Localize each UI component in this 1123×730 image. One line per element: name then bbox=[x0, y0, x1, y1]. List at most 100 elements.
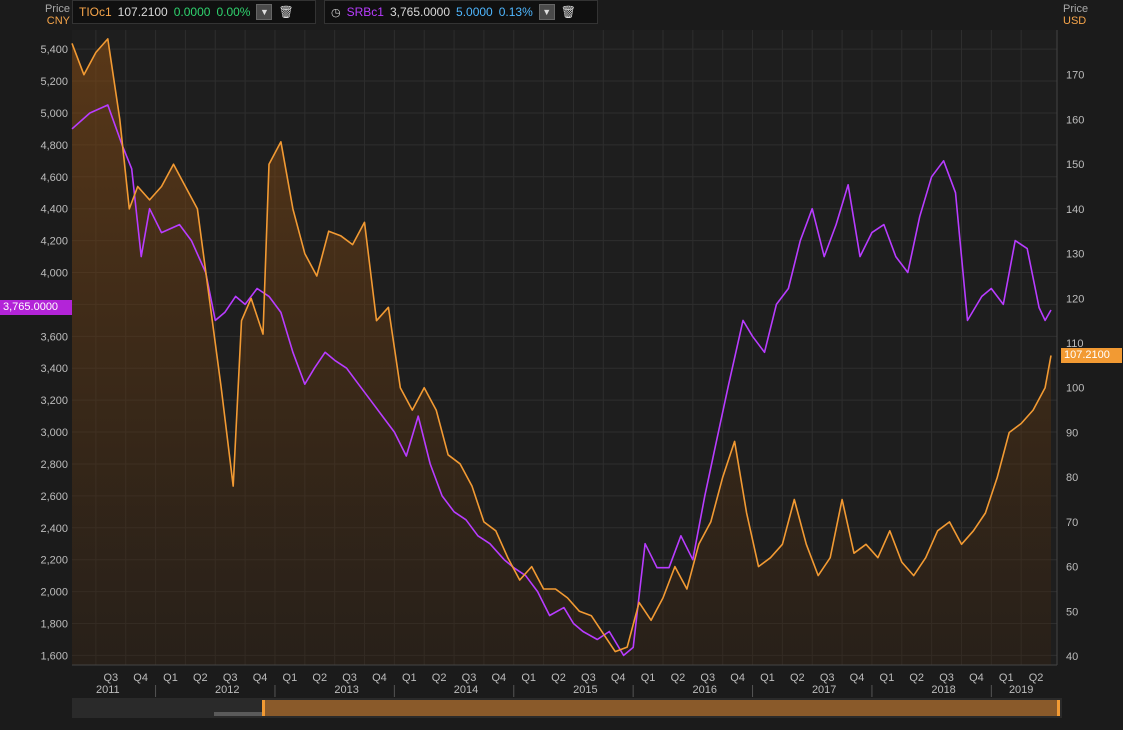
x-quarter-label: Q4 bbox=[372, 672, 387, 684]
x-quarter-label: Q4 bbox=[133, 672, 148, 684]
x-quarter-label: Q1 bbox=[760, 672, 775, 684]
x-quarter-label: Q4 bbox=[730, 672, 745, 684]
y-right-tick-label: 120 bbox=[1066, 293, 1084, 305]
legend-srb: ◷ SRBc1 3,765.0000 5.0000 0.13% ▼ 🗑 bbox=[324, 0, 598, 24]
x-quarter-label: Q2 bbox=[1029, 672, 1044, 684]
scrollbar-overview bbox=[214, 712, 262, 716]
x-year-label: 2017 bbox=[812, 684, 836, 696]
tio-last-price-tag: 107.2100 bbox=[1061, 348, 1122, 363]
x-quarter-label: Q1 bbox=[283, 672, 298, 684]
y-left-tick-label: 2,800 bbox=[40, 459, 68, 471]
y-left-tick-label: 4,400 bbox=[40, 204, 68, 216]
y-right-tick-label: 60 bbox=[1066, 562, 1078, 574]
y-left-tick-label: 2,000 bbox=[40, 587, 68, 599]
chevron-down-icon[interactable]: ▼ bbox=[256, 4, 273, 20]
legend-srb-pct: 0.13% bbox=[498, 5, 533, 19]
x-quarter-label: Q2 bbox=[193, 672, 208, 684]
x-quarter-label: Q2 bbox=[432, 672, 447, 684]
clock-icon[interactable]: ◷ bbox=[331, 6, 341, 19]
x-quarter-label: Q3 bbox=[820, 672, 835, 684]
legend-tio-change: 0.0000 bbox=[173, 5, 211, 19]
scrollbar-thumb[interactable] bbox=[262, 700, 1060, 716]
x-quarter-label: Q3 bbox=[700, 672, 715, 684]
y-left-tick-label: 3,400 bbox=[40, 363, 68, 375]
x-quarter-label: Q1 bbox=[521, 672, 536, 684]
x-quarter-label: Q2 bbox=[790, 672, 805, 684]
x-quarter-label: Q4 bbox=[969, 672, 984, 684]
y-left-tick-label: 2,600 bbox=[40, 491, 68, 503]
x-quarter-label: Q1 bbox=[641, 672, 656, 684]
series-area-tioc1 bbox=[72, 38, 1051, 665]
x-quarter-label: Q3 bbox=[462, 672, 477, 684]
x-quarter-label: Q1 bbox=[880, 672, 895, 684]
y-left-tick-label: 1,800 bbox=[40, 619, 68, 631]
x-year-label: 2015 bbox=[573, 684, 597, 696]
x-year-label: 2013 bbox=[334, 684, 358, 696]
y-right-tick-label: 110 bbox=[1066, 338, 1084, 350]
trash-icon[interactable]: 🗑 bbox=[278, 5, 294, 19]
right-axis-header: Price USD bbox=[1063, 3, 1088, 27]
y-right-tick-label: 140 bbox=[1066, 204, 1084, 216]
y-right-tick-label: 100 bbox=[1066, 383, 1084, 395]
y-left-tick-label: 2,400 bbox=[40, 523, 68, 535]
y-left-tick-label: 3,000 bbox=[40, 427, 68, 439]
legend-tio: TIOc1 107.2100 0.0000 0.00% ▼ 🗑 bbox=[72, 0, 316, 24]
time-scrollbar[interactable] bbox=[72, 698, 1062, 718]
y-left-tick-label: 5,000 bbox=[40, 108, 68, 120]
x-quarter-label: Q2 bbox=[909, 672, 924, 684]
y-left-tick-label: 5,400 bbox=[40, 44, 68, 56]
y-left-tick-label: 4,800 bbox=[40, 140, 68, 152]
series-line-srbc1 bbox=[71, 104, 1052, 657]
y-right-tick-label: 70 bbox=[1066, 517, 1078, 529]
legend-tio-price: 107.2100 bbox=[117, 5, 168, 19]
y-right-tick-label: 90 bbox=[1066, 427, 1078, 439]
x-year-label: 2014 bbox=[454, 684, 478, 696]
x-year-label: 2019 bbox=[1009, 684, 1033, 696]
y-left-tick-label: 3,200 bbox=[40, 395, 68, 407]
legend-srb-name[interactable]: SRBc1 bbox=[346, 5, 384, 19]
y-left-tick-label: 5,200 bbox=[40, 76, 68, 88]
left-axis-unit: CNY bbox=[46, 15, 70, 27]
x-quarter-label: Q3 bbox=[103, 672, 118, 684]
x-quarter-label: Q4 bbox=[611, 672, 626, 684]
legend-tio-name[interactable]: TIOc1 bbox=[79, 5, 112, 19]
x-year-label: 2012 bbox=[215, 684, 239, 696]
x-quarter-label: Q4 bbox=[850, 672, 865, 684]
right-axis-unit: USD bbox=[1063, 15, 1087, 27]
x-quarter-label: Q4 bbox=[253, 672, 268, 684]
x-year-label: 2018 bbox=[931, 684, 955, 696]
legend-tio-pct: 0.00% bbox=[216, 5, 251, 19]
y-left-tick-label: 4,000 bbox=[40, 268, 68, 280]
y-right-tick-label: 150 bbox=[1066, 159, 1084, 171]
legend-srb-price: 3,765.0000 bbox=[389, 5, 451, 19]
left-axis-title: Price bbox=[44, 3, 70, 15]
y-right-tick-label: 160 bbox=[1066, 114, 1084, 126]
right-axis-title: Price bbox=[1063, 3, 1089, 15]
y-left-tick-label: 2,200 bbox=[40, 555, 68, 567]
trash-icon[interactable]: 🗑 bbox=[560, 5, 576, 19]
y-left-tick-label: 3,600 bbox=[40, 331, 68, 343]
left-axis-header: Price CNY bbox=[42, 3, 70, 27]
y-right-tick-label: 50 bbox=[1066, 606, 1078, 618]
x-quarter-label: Q3 bbox=[342, 672, 357, 684]
y-right-tick-label: 40 bbox=[1066, 651, 1078, 663]
y-left-tick-label: 1,600 bbox=[40, 650, 68, 662]
x-quarter-label: Q3 bbox=[939, 672, 954, 684]
x-quarter-label: Q1 bbox=[163, 672, 178, 684]
y-right-tick-label: 170 bbox=[1066, 70, 1084, 82]
legend-srb-change: 5.0000 bbox=[456, 5, 493, 19]
x-quarter-label: Q1 bbox=[999, 672, 1014, 684]
x-quarter-label: Q2 bbox=[671, 672, 686, 684]
x-quarter-label: Q3 bbox=[581, 672, 596, 684]
y-left-tick-label: 4,200 bbox=[40, 236, 68, 248]
y-right-tick-label: 80 bbox=[1066, 472, 1078, 484]
srb-last-price-tag: 3,765.0000 bbox=[0, 300, 72, 315]
x-quarter-label: Q2 bbox=[312, 672, 327, 684]
y-right-tick-label: 130 bbox=[1066, 249, 1084, 261]
chevron-down-icon[interactable]: ▼ bbox=[538, 4, 555, 20]
x-quarter-label: Q2 bbox=[551, 672, 566, 684]
x-quarter-label: Q4 bbox=[491, 672, 506, 684]
series-line-tioc1 bbox=[71, 38, 1052, 653]
